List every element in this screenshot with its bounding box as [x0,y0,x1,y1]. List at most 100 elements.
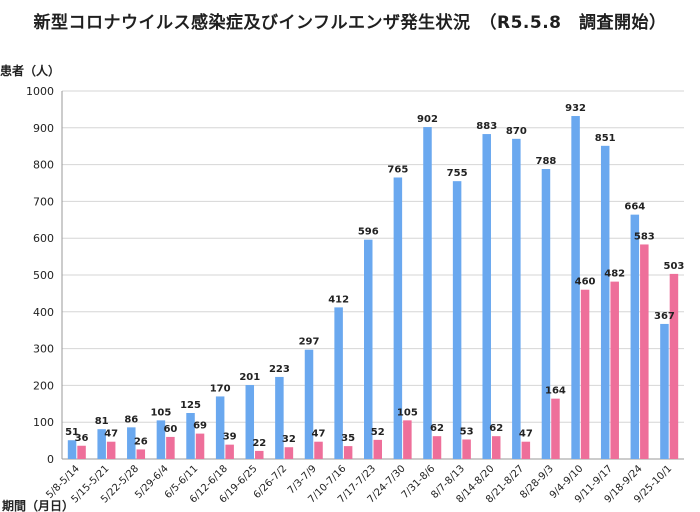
flu-bar [106,441,116,459]
covid-data-label: 367 [654,311,675,322]
y-tick-label: 600 [33,232,54,245]
flu-bar [403,420,412,459]
flu-data-label: 47 [312,429,326,440]
y-tick-label: 200 [33,379,54,392]
covid-data-label: 755 [447,168,468,179]
flu-bar [462,439,471,459]
covid-bar [156,420,166,459]
covid-bar [97,429,106,459]
flu-data-label: 60 [163,424,177,435]
covid-bar [304,349,314,459]
covid-data-label: 596 [358,227,379,238]
bars [67,116,679,460]
covid-bar [660,323,669,459]
y-tick-label: 500 [33,269,54,282]
flu-data-label: 460 [575,277,596,288]
flu-data-label: 26 [134,436,148,447]
flu-bar [314,441,323,459]
flu-data-label: 52 [371,427,385,438]
y-tick-label: 400 [33,306,54,319]
flu-data-label: 62 [489,423,503,434]
covid-data-label: 851 [595,133,616,144]
covid-data-label: 125 [180,400,201,411]
y-tick-label: 800 [33,159,54,172]
flu-data-label: 47 [104,429,118,440]
covid-bar [630,214,640,459]
flu-data-label: 62 [430,423,444,434]
flu-bar [373,439,382,459]
covid-bar [571,116,580,460]
covid-data-label: 412 [328,294,349,305]
flu-data-label: 36 [75,433,89,444]
covid-data-label: 86 [124,414,138,425]
y-tick-label: 700 [33,195,54,208]
flu-data-label: 105 [397,407,418,418]
flu-data-label: 22 [252,438,266,449]
x-axis-ticks: 5/8-5/145/15-5/215/22-5/285/29-6/46/5-6/… [44,463,674,505]
flu-bar [640,244,649,459]
flu-data-label: 53 [460,426,474,437]
y-axis-label: 患者（人） [0,63,60,78]
covid-data-label: 51 [65,427,79,438]
covid-bar [600,145,610,459]
y-tick-label: 100 [33,416,54,429]
flu-bar [580,289,590,459]
covid-data-label: 81 [95,416,109,427]
covid-bar [423,127,432,460]
flu-bar [343,446,353,459]
flu-bar [669,273,679,459]
covid-bar [452,181,462,459]
flu-data-label: 503 [664,261,685,272]
chart-title: 新型コロナウイルス感染症及びインフルエンザ発生状況 （R5.5.8 調査開始） [33,13,667,33]
covid-bar [393,177,403,460]
covid-data-label: 170 [210,383,231,394]
covid-data-label: 105 [150,407,171,418]
covid-bar [127,427,136,459]
flu-bar [195,433,205,459]
flu-bar [551,398,560,459]
covid-bar [275,376,284,459]
covid-data-label: 297 [299,337,320,348]
y-tick-label: 0 [47,453,54,466]
covid-data-label: 932 [565,103,586,114]
flu-data-label: 39 [223,432,237,443]
flu-bar [521,441,531,459]
flu-bar [225,444,234,459]
x-axis-label: 期間（月日） [2,498,74,512]
y-tick-label: 1000 [26,85,54,98]
covid-data-label: 902 [417,114,438,125]
covid-bar [245,385,255,459]
covid-data-label: 765 [387,164,408,175]
flu-data-label: 69 [193,421,207,432]
covid-data-label: 664 [624,202,645,213]
flu-data-label: 482 [604,269,625,280]
flu-data-label: 32 [282,434,296,445]
covid-bar [541,169,551,460]
y-tick-label: 900 [33,122,54,135]
flu-bar [77,445,86,459]
covid-bar [215,396,225,459]
covid-bar [67,440,77,459]
flu-data-label: 47 [519,429,533,440]
flu-bar [432,436,442,459]
flu-data-label: 583 [634,231,655,242]
covid-data-label: 788 [536,156,557,167]
y-tick-label: 300 [33,343,54,356]
covid-data-label: 870 [506,126,527,137]
flu-bar [284,447,294,459]
covid-bar [334,307,343,459]
flu-bar [255,450,264,459]
gridlines [61,90,684,460]
flu-data-label: 164 [545,386,566,397]
covid-data-label: 201 [239,372,260,383]
flu-bar [491,436,501,459]
flu-bar [166,436,175,459]
covid-data-label: 883 [476,121,497,132]
covid-bar [186,413,195,459]
flu-data-label: 35 [341,433,355,444]
covid-data-label: 223 [269,364,290,375]
flu-bar [136,449,146,459]
flu-bar [610,281,619,459]
